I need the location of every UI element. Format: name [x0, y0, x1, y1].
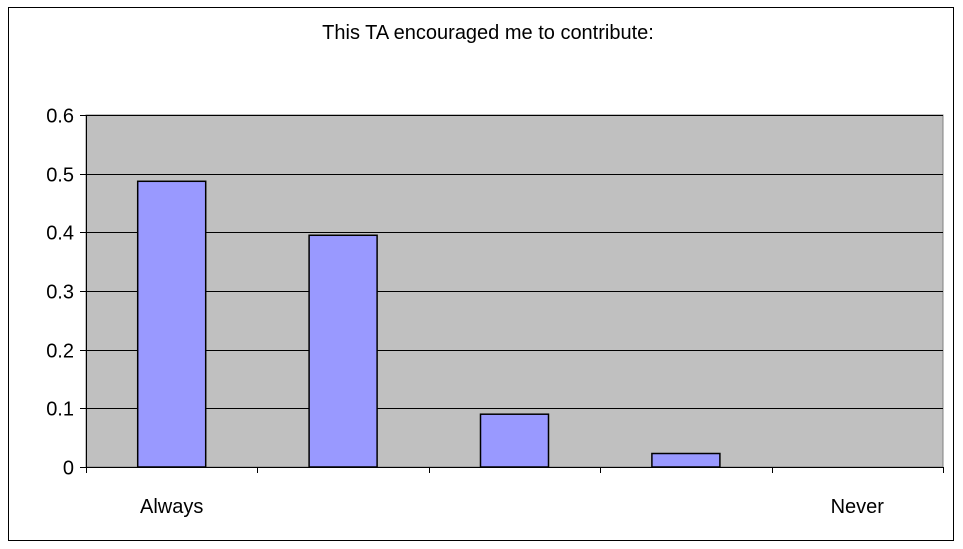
bar — [479, 413, 550, 468]
y-tick-label: 0.4 — [46, 223, 74, 245]
gridlines — [86, 115, 943, 409]
y-tick-label: 0.5 — [46, 165, 74, 187]
bar-chart: This TA encouraged me to contribute: 0 0.… — [46, 22, 944, 518]
x-category-label: Always — [140, 496, 203, 518]
x-category-label: Never — [831, 496, 885, 518]
bar — [136, 180, 207, 468]
x-axis-ticks: Always Never — [86, 467, 944, 518]
y-tick-label: 0.3 — [46, 282, 74, 304]
bars — [136, 180, 721, 468]
y-tick-label: 0.1 — [46, 399, 74, 421]
axes — [86, 115, 943, 468]
bar — [308, 234, 378, 468]
chart-frame: This TA encouraged me to contribute: 0 0.… — [8, 7, 954, 541]
chart-title: This TA encouraged me to contribute: — [322, 22, 654, 44]
y-axis-ticks: 0 0.1 0.2 0.3 0.4 0.5 0.6 — [46, 106, 86, 480]
y-tick-label: 0.6 — [46, 106, 74, 128]
y-tick-label: 0.2 — [46, 341, 74, 363]
y-tick-label: 0 — [63, 458, 74, 480]
bar — [651, 452, 721, 468]
